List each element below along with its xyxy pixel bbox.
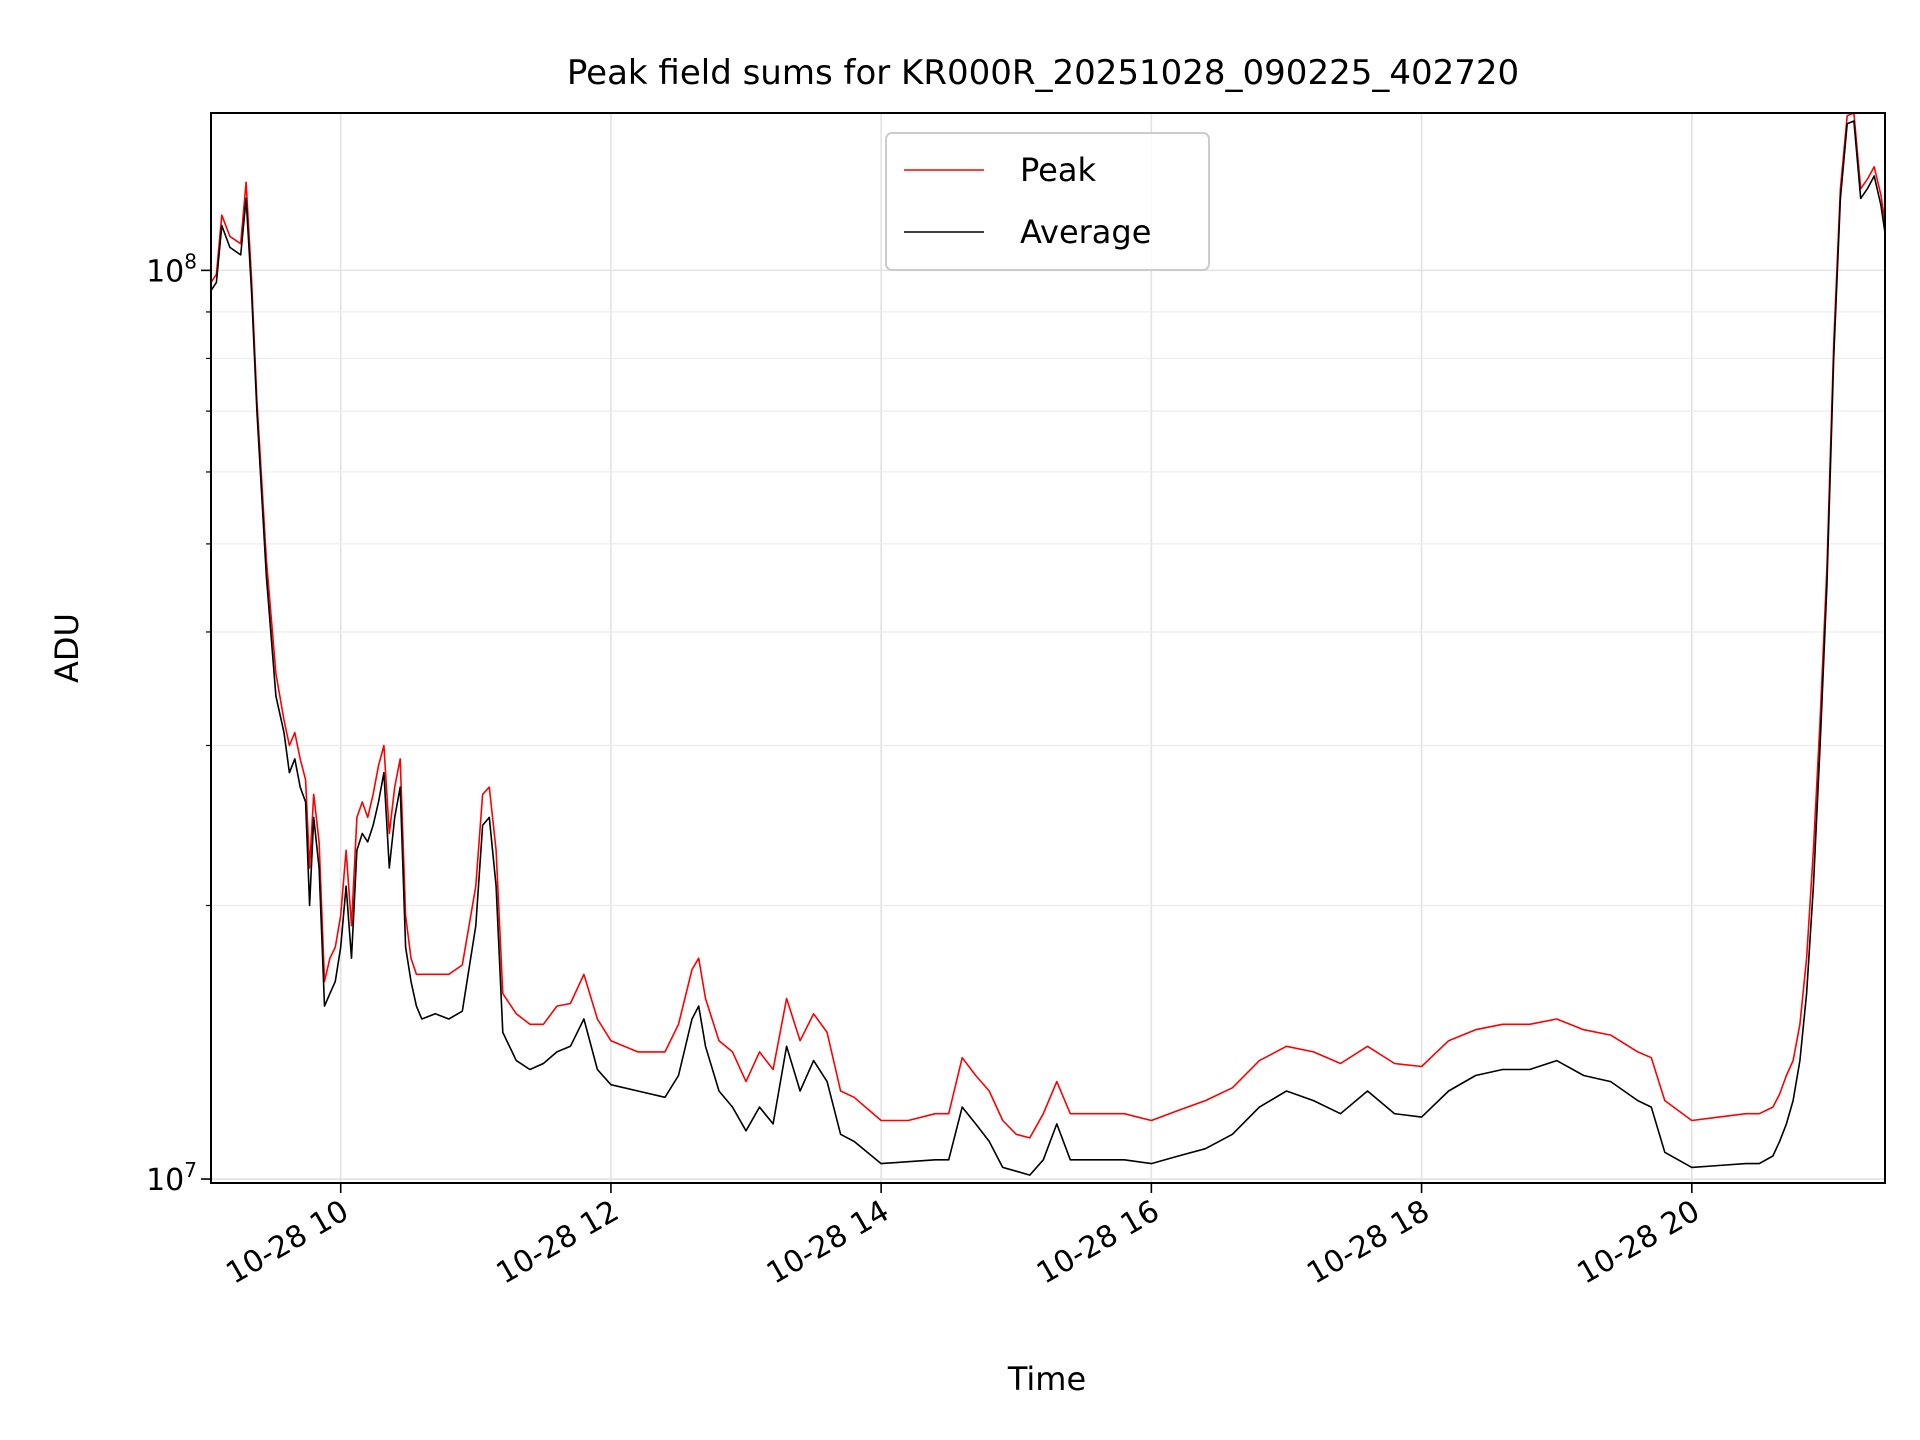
chart-title: Peak field sums for KR000R_20251028_0902… [567, 53, 1519, 93]
legend-box [885, 132, 1210, 271]
plot-frame [210, 112, 1886, 1184]
legend-label-peak: Peak [1020, 151, 1096, 189]
legend-label-average: Average [1020, 213, 1151, 251]
series-line-average [210, 120, 1886, 1176]
series-layer [210, 112, 1886, 1176]
y-axis-label: ADU [48, 613, 86, 683]
series-line-peak [210, 112, 1886, 1139]
legend: Peak Average [885, 132, 1210, 271]
grid [211, 113, 1885, 1183]
x-axis-label: Time [1007, 1360, 1086, 1398]
